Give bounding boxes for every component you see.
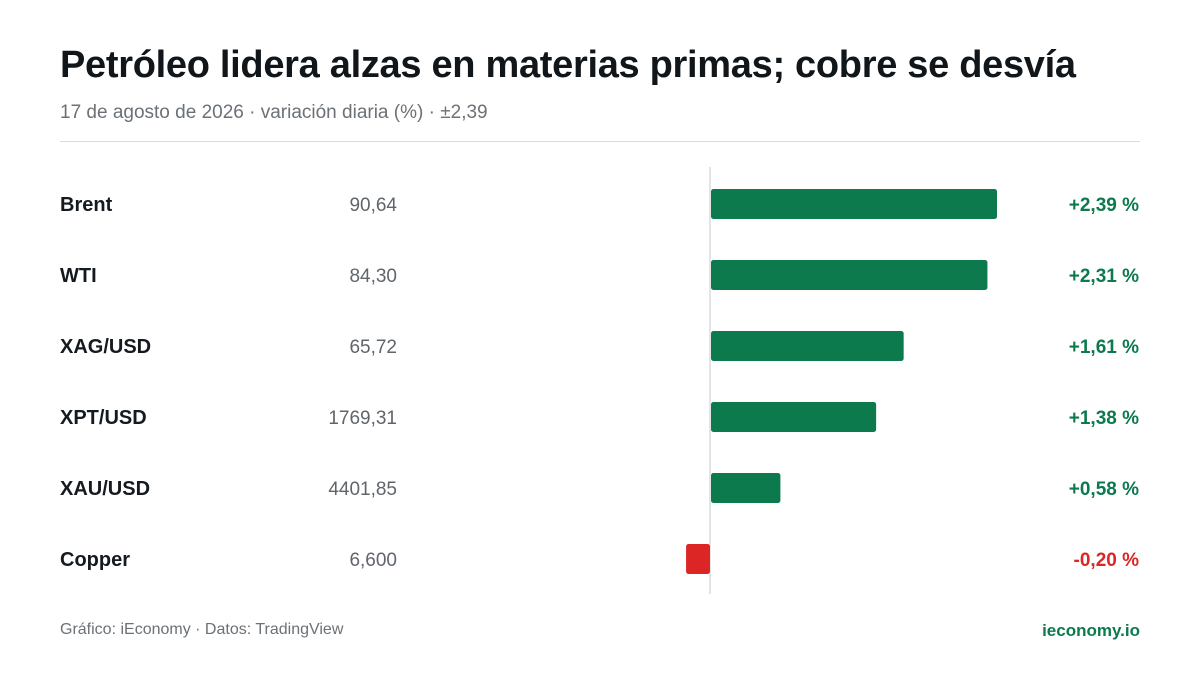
bar (711, 473, 781, 503)
row-label: WTI (60, 265, 97, 287)
row-price: 65,72 (349, 337, 397, 358)
change-label: +2,31 % (1069, 266, 1139, 287)
header-divider (60, 141, 1140, 142)
row-price: 90,64 (349, 195, 397, 216)
brand-link[interactable]: ieconomy.io (1042, 621, 1140, 640)
change-label: +1,38 % (1069, 408, 1139, 429)
source-credit: Gráfico: iEconomy · Datos: TradingView (60, 621, 344, 638)
change-label: +0,58 % (1069, 479, 1139, 500)
change-label: -0,20 % (1074, 550, 1140, 571)
bar (711, 189, 997, 219)
bar (686, 544, 710, 574)
bar (711, 260, 988, 290)
row-price: 1769,31 (328, 408, 397, 429)
row-price: 4401,85 (328, 479, 397, 500)
row-label: Brent (60, 194, 113, 216)
row-price: 6,600 (349, 550, 397, 571)
change-label: +1,61 % (1069, 337, 1139, 358)
chart-subtitle: 17 de agosto de 2026 · variación diaria … (60, 102, 488, 123)
bar (711, 331, 904, 361)
row-label: XAG/USD (60, 336, 151, 358)
change-label: +2,39 % (1069, 195, 1139, 216)
row-label: XAU/USD (60, 478, 150, 500)
bar (711, 402, 877, 432)
chart-title: Petróleo lidera alzas en materias primas… (60, 44, 1076, 86)
row-label: Copper (60, 549, 130, 571)
row-price: 84,30 (349, 266, 397, 287)
row-label: XPT/USD (60, 407, 147, 429)
